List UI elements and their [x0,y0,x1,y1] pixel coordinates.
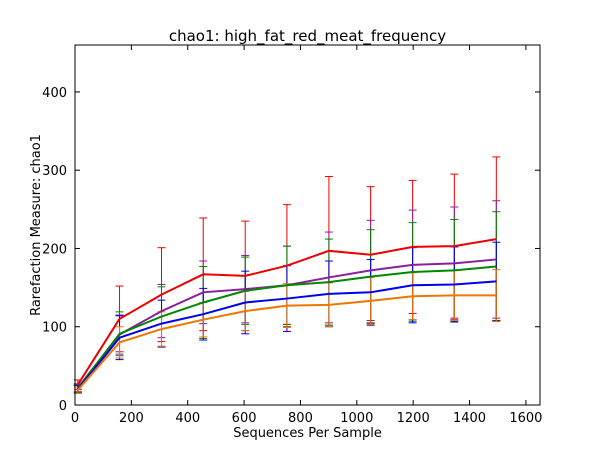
x-tick-label: 1200 [397,411,430,426]
series-line-3 [77,280,497,390]
x-tick-label: 1400 [453,411,486,426]
x-axis: 0 200 400 600 800 1000 1200 1400 1600 [71,45,542,426]
plot-frame [74,44,541,406]
x-axis-label: Sequences Per Sample [233,426,382,441]
x-tick-label: 1600 [509,411,542,426]
y-axis: 0 100 200 300 400 [42,86,540,414]
series-line-4 [77,294,497,391]
plot-area [73,156,501,394]
y-tick-label: 100 [42,321,67,336]
y-tick-label: 200 [42,242,67,257]
series-line-2 [77,265,497,390]
y-tick-label: 300 [42,164,67,179]
x-tick-label: 800 [288,411,313,426]
y-tick-label: 400 [42,86,67,101]
y-axis-label: Rarefaction Measure: chao1 [29,134,44,316]
y-tick-label: 0 [59,399,67,414]
series-line-0 [76,238,497,386]
x-tick-label: 600 [232,411,257,426]
x-tick-label: 200 [119,411,144,426]
x-tick-label: 1000 [340,411,373,426]
x-tick-label: 400 [175,411,200,426]
chart-title: chao1: high_fat_red_meat_frequency [169,27,446,46]
x-tick-label: 0 [71,411,79,426]
